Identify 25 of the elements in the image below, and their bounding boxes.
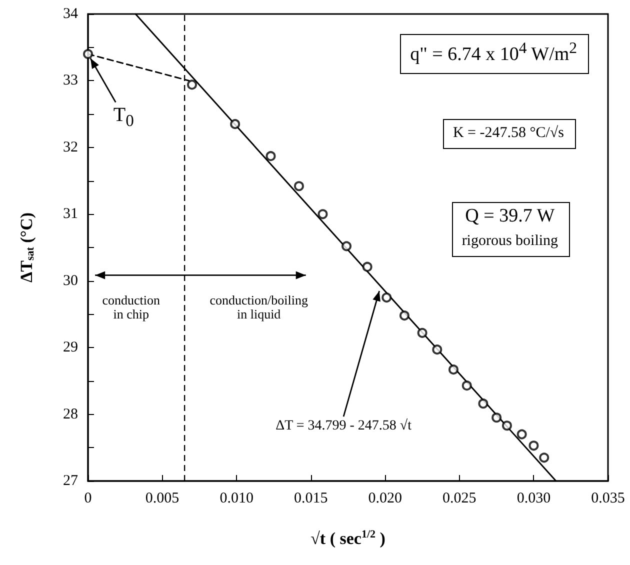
y-tick-label: 28	[63, 406, 78, 422]
x-tick-label: 0.005	[145, 490, 180, 506]
annotation: T$_{0}$	[113, 104, 134, 131]
y-axis-title: ΔTsat (°C)	[17, 212, 36, 283]
y-tick-label: 33	[63, 72, 78, 89]
x-tick-label: 0.035	[591, 490, 625, 506]
x-tick-label: 0.020	[368, 490, 402, 506]
annotation: Q = 39.7 W	[465, 206, 555, 228]
y-tick-label: 30	[63, 272, 78, 289]
annotation: K = -247.58 °C/√s	[452, 124, 564, 141]
y-tick-label: 29	[63, 340, 78, 356]
x-tick-label: 0.025	[442, 490, 476, 506]
annotation: rigorous boiling	[462, 232, 558, 250]
x-tick-label: 0	[84, 490, 92, 506]
annotation: conduction/boiling in liquid	[208, 292, 309, 322]
y-tick-label: 32	[63, 139, 78, 156]
annotation: q" = 6.74 x 10$^{4}$ W/m$^{2}$	[410, 40, 578, 66]
x-tick-label: 0.030	[516, 490, 551, 506]
y-tick-label: 27	[63, 473, 78, 489]
annotation: conduction in chip	[101, 292, 161, 322]
x-tick-label: 0.010	[220, 490, 254, 506]
annotation: ΔT = 34.799 - 247.58 √t	[276, 418, 412, 434]
x-tick-label: 0.015	[294, 490, 328, 506]
y-tick-label: 34	[63, 6, 78, 22]
y-tick-label: 31	[63, 206, 78, 222]
